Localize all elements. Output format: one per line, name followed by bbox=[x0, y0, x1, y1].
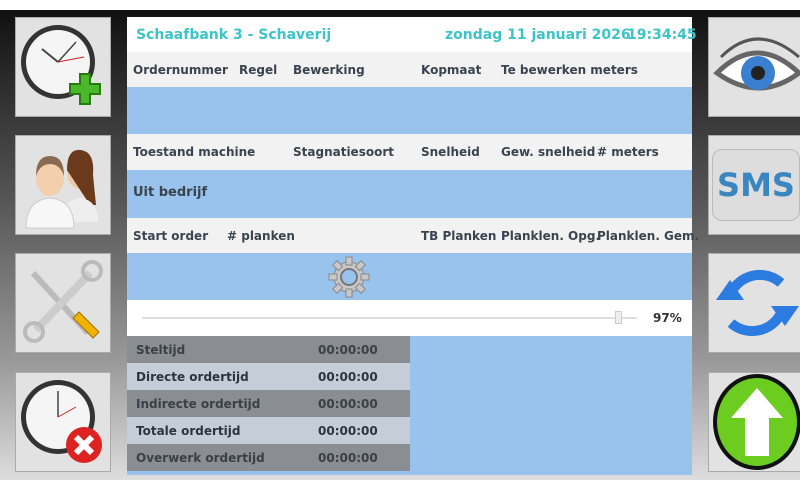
sms-button[interactable]: SMS bbox=[708, 135, 800, 235]
refresh-button[interactable] bbox=[708, 253, 800, 353]
time-display: 19:34:45 bbox=[627, 26, 697, 43]
clock-remove-icon bbox=[21, 380, 102, 463]
remove-time-button[interactable] bbox=[15, 372, 111, 472]
date-display: zondag 11 januari 2026 bbox=[445, 26, 631, 43]
progress-track bbox=[142, 317, 637, 319]
column-header: Snelheid bbox=[421, 145, 480, 159]
column-header: Planklen. Gem. bbox=[597, 228, 700, 243]
upload-button[interactable] bbox=[708, 372, 800, 472]
start-header-row: Start order # planken TB Planken Plankle… bbox=[127, 218, 699, 253]
upload-arrow-icon bbox=[713, 374, 800, 470]
column-header: Kopmaat bbox=[421, 62, 482, 77]
column-header: Planklen. Opg. bbox=[501, 228, 600, 243]
column-header: TB Planken bbox=[421, 228, 497, 243]
machine-header-row: Toestand machine Stagnatiesoort Snelheid… bbox=[127, 134, 692, 170]
column-header: Bewerking bbox=[293, 62, 365, 77]
time-label: Steltijd bbox=[136, 342, 186, 357]
eye-icon bbox=[713, 37, 800, 91]
header: Schaafbank 3 - Schaverij zondag 11 janua… bbox=[127, 17, 697, 52]
order-values-row bbox=[127, 87, 692, 134]
time-label: Totale ordertijd bbox=[136, 423, 241, 438]
time-label: Indirecte ordertijd bbox=[136, 396, 261, 411]
time-row: Indirecte ordertijd 00:00:00 bbox=[127, 390, 410, 417]
main-panel: Schaafbank 3 - Schaverij zondag 11 janua… bbox=[127, 17, 699, 475]
column-header: Toestand machine bbox=[133, 145, 256, 159]
time-label: Directe ordertijd bbox=[136, 369, 249, 384]
start-values-row bbox=[127, 253, 692, 300]
column-header: Stagnatiesoort bbox=[293, 145, 394, 159]
users-button[interactable] bbox=[15, 135, 111, 235]
order-header-row: Ordernummer Regel Bewerking Kopmaat Te b… bbox=[127, 52, 692, 87]
column-header: # meters bbox=[597, 145, 659, 159]
column-header: Start order bbox=[133, 228, 209, 243]
progress-row: 97% bbox=[127, 300, 692, 336]
users-icon bbox=[25, 149, 98, 229]
time-value: 00:00:00 bbox=[318, 423, 378, 438]
refresh-icon bbox=[716, 269, 799, 337]
time-value: 00:00:00 bbox=[318, 342, 378, 357]
machine-state: Uit bedrijf bbox=[133, 185, 208, 200]
machine-title: Schaafbank 3 - Schaverij bbox=[136, 26, 332, 43]
column-header: Ordernummer bbox=[133, 62, 228, 77]
progress-label: 97% bbox=[653, 311, 682, 325]
tools-icon bbox=[23, 260, 103, 343]
progress-slider-thumb[interactable] bbox=[615, 311, 623, 324]
time-row: Directe ordertijd 00:00:00 bbox=[127, 363, 410, 390]
time-value: 00:00:00 bbox=[318, 369, 378, 384]
column-header: Regel bbox=[239, 62, 278, 77]
gear-icon[interactable] bbox=[327, 255, 371, 299]
tools-button[interactable] bbox=[15, 253, 111, 353]
add-time-button[interactable] bbox=[15, 17, 111, 117]
time-row: Totale ordertijd 00:00:00 bbox=[127, 417, 410, 444]
time-row: Steltijd 00:00:00 bbox=[127, 336, 410, 363]
time-row: Overwerk ordertijd 00:00:00 bbox=[127, 444, 410, 471]
time-value: 00:00:00 bbox=[318, 450, 378, 465]
machine-values-row: Uit bedrijf bbox=[127, 170, 692, 218]
time-label: Overwerk ordertijd bbox=[136, 450, 265, 465]
time-value: 00:00:00 bbox=[318, 396, 378, 411]
sms-icon: SMS bbox=[712, 149, 800, 221]
column-header: Te bewerken meters bbox=[501, 62, 638, 77]
clock-add-icon bbox=[21, 25, 101, 105]
column-header: # planken bbox=[227, 228, 295, 243]
column-header: Gew. snelheid bbox=[501, 145, 596, 159]
view-button[interactable] bbox=[708, 17, 800, 117]
